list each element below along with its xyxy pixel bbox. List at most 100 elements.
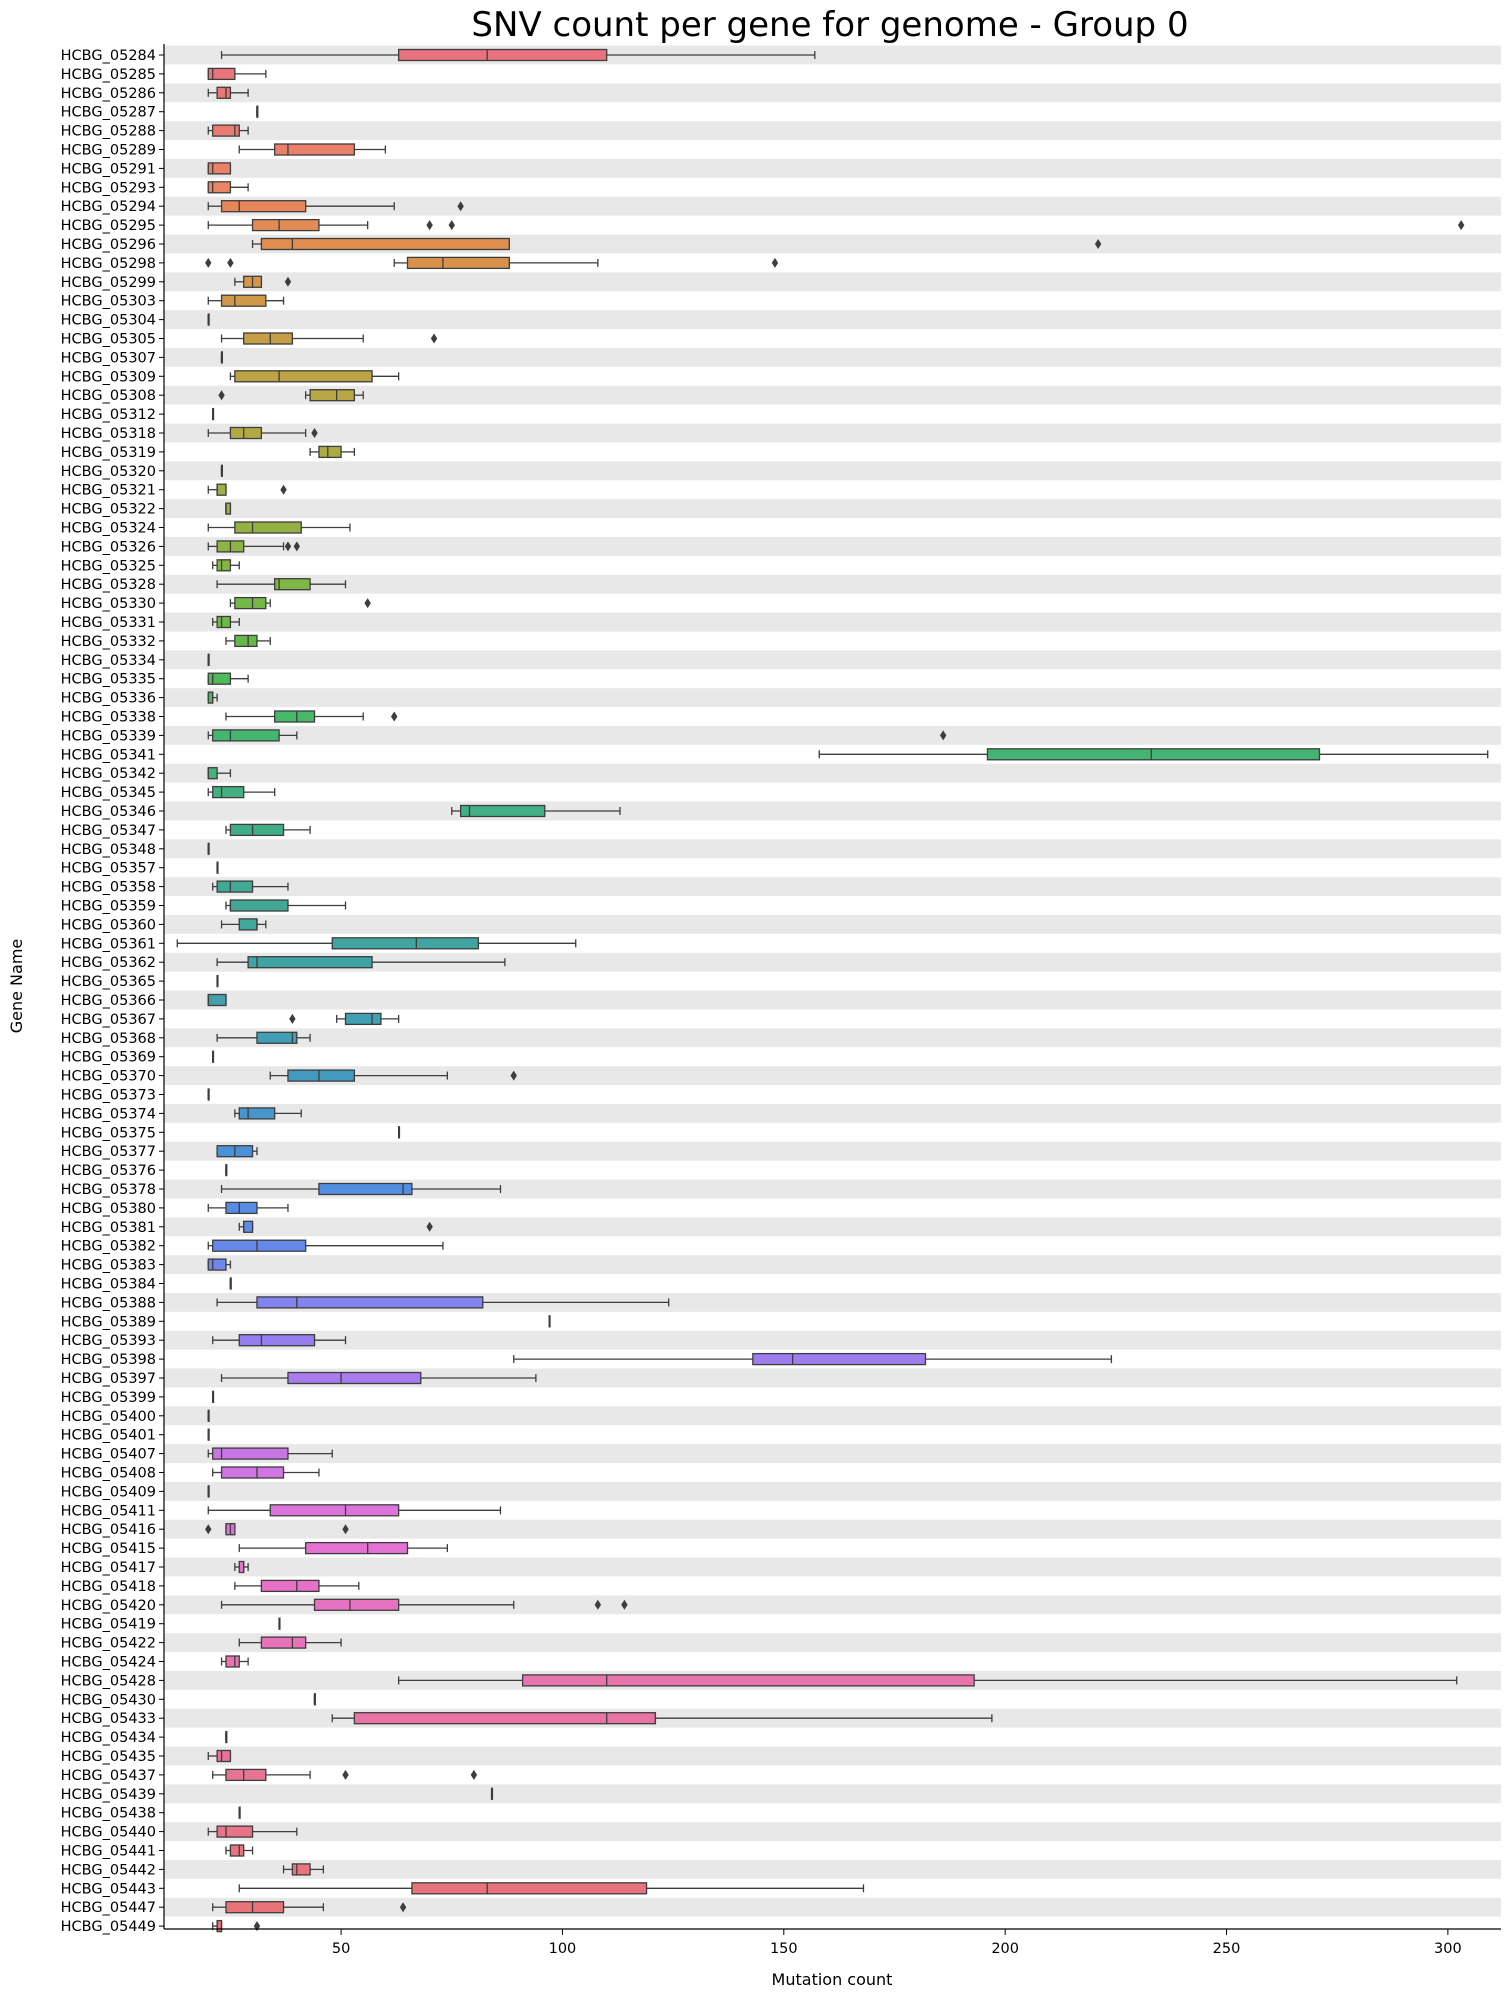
outlier-point <box>939 730 947 741</box>
box-hcbg-05357 <box>216 861 219 874</box>
box-iqr <box>313 1598 400 1611</box>
outlier-point <box>426 220 433 231</box>
box-hcbg-05384 <box>229 1277 232 1290</box>
box-iqr <box>251 218 320 232</box>
box-hcbg-05332 <box>225 634 271 648</box>
y-tick-label: HCBG_05447 <box>61 1900 156 1916</box>
box-hcbg-05373 <box>207 1088 210 1101</box>
y-tick-label: HCBG_05367 <box>61 1012 156 1028</box>
y-tick-label: HCBG_05284 <box>61 48 156 64</box>
row-stripe <box>164 612 1501 632</box>
box-series <box>176 48 1489 1933</box>
box-hcbg-05418 <box>234 1579 360 1593</box>
box-hcbg-05408 <box>212 1466 320 1479</box>
y-tick-label: HCBG_05285 <box>61 67 156 83</box>
box-iqr <box>220 1466 285 1479</box>
y-tick-label: HCBG_05288 <box>61 124 156 140</box>
outlier-point <box>1457 220 1465 231</box>
box-hcbg-05415 <box>238 1541 448 1555</box>
y-tick-label: HCBG_05303 <box>61 294 156 310</box>
box-hcbg-05428 <box>397 1674 1458 1687</box>
y-tick-label: HCBG_05384 <box>61 1277 156 1293</box>
box-iqr <box>207 1258 227 1271</box>
box-hcbg-05434 <box>225 1730 228 1744</box>
box-iqr <box>225 1901 285 1914</box>
y-tick-label: HCBG_05346 <box>61 804 156 820</box>
box-iqr <box>220 200 307 213</box>
box-iqr <box>216 86 232 99</box>
box-hcbg-05295 <box>207 218 1465 232</box>
row-stripe <box>164 574 1501 594</box>
y-tick-label: HCBG_05381 <box>61 1220 156 1236</box>
box-iqr <box>305 1541 409 1555</box>
row-stripe <box>164 1897 1501 1917</box>
y-tick-label: HCBG_05334 <box>61 653 156 669</box>
y-tick-label: HCBG_05389 <box>61 1314 156 1330</box>
box-iqr <box>229 1844 245 1857</box>
box-iqr <box>216 1825 254 1838</box>
x-tick-label: 200 <box>991 1941 1019 1957</box>
box-iqr <box>229 899 289 912</box>
row-stripe <box>164 385 1501 405</box>
box-hcbg-05331 <box>212 615 240 629</box>
box-iqr <box>521 1674 975 1687</box>
box-iqr <box>318 445 342 459</box>
box-hcbg-05380 <box>207 1201 289 1215</box>
outlier-point <box>342 1524 349 1535</box>
box-iqr <box>256 1031 298 1044</box>
y-tick-label: HCBG_05366 <box>61 993 156 1009</box>
row-stripe <box>164 1822 1501 1842</box>
row-stripe <box>164 1444 1501 1464</box>
y-tick-label: HCBG_05440 <box>61 1825 156 1841</box>
row-stripe <box>164 688 1501 708</box>
y-tick-label: HCBG_05339 <box>61 728 156 744</box>
y-tick-label: HCBG_05304 <box>61 313 156 329</box>
row-stripe <box>164 914 1501 934</box>
y-tick-label: HCBG_05374 <box>61 1106 156 1122</box>
y-tick-label: HCBG_05330 <box>61 596 156 612</box>
y-tick-label: HCBG_05325 <box>61 558 156 574</box>
row-stripe <box>164 423 1501 443</box>
y-tick-label: HCBG_05415 <box>61 1541 156 1557</box>
box-hcbg-05289 <box>238 143 387 156</box>
y-tick-label: HCBG_05324 <box>61 521 156 537</box>
box-iqr <box>459 804 546 818</box>
box-iqr <box>234 521 302 534</box>
y-tick-label: HCBG_05362 <box>61 955 156 971</box>
outlier-point <box>364 598 371 609</box>
row-stripe <box>164 536 1501 556</box>
x-tick-label: 100 <box>549 1941 577 1957</box>
y-tick-label: HCBG_05388 <box>61 1295 156 1311</box>
row-stripe <box>164 1330 1501 1350</box>
box-iqr <box>216 880 254 893</box>
y-tick-label: HCBG_05401 <box>61 1428 156 1444</box>
y-tick-label: HCBG_05449 <box>61 1919 156 1935</box>
y-tick-label: HCBG_05296 <box>61 237 156 253</box>
row-stripe <box>164 990 1501 1010</box>
box-hcbg-05409 <box>207 1485 210 1498</box>
box-hcbg-05368 <box>216 1031 311 1044</box>
outlier-point <box>391 711 398 722</box>
y-tick-label: HCBG_05376 <box>61 1163 156 1179</box>
box-iqr <box>216 1919 223 1933</box>
y-tick-label: HCBG_05398 <box>61 1352 156 1368</box>
box-hcbg-05338 <box>225 710 398 723</box>
box-iqr <box>207 162 232 175</box>
box-iqr <box>309 389 356 402</box>
box-iqr <box>234 596 267 610</box>
box-iqr <box>406 256 510 270</box>
box-hcbg-05319 <box>309 445 356 459</box>
y-tick-label: HCBG_05408 <box>61 1466 156 1482</box>
box-iqr <box>229 823 285 837</box>
box-iqr <box>216 1749 232 1763</box>
row-stripe <box>164 1217 1501 1237</box>
outlier-point <box>205 1524 212 1535</box>
box-iqr <box>238 918 258 931</box>
box-hcbg-05443 <box>238 1882 865 1895</box>
y-tick-label: HCBG_05370 <box>61 1069 156 1085</box>
box-hcbg-05330 <box>229 596 371 610</box>
box-hcbg-05325 <box>212 559 240 572</box>
row-stripe <box>164 196 1501 216</box>
box-hcbg-05422 <box>238 1636 342 1649</box>
box-iqr <box>318 1182 413 1196</box>
